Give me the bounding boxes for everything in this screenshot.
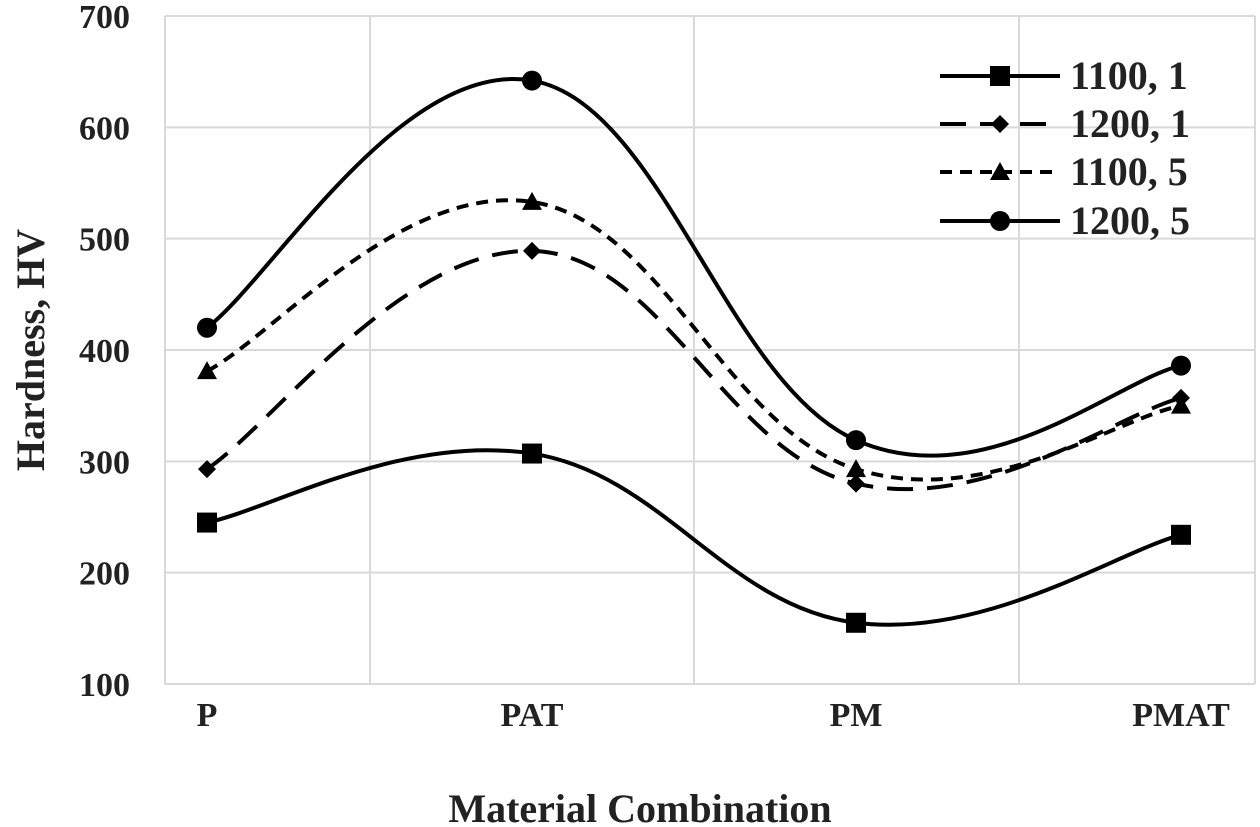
series-4	[197, 70, 1191, 458]
x-tick-label: P	[197, 697, 218, 734]
legend-label: 1100, 5	[1070, 149, 1188, 194]
y-axis-ticks: 100 200 300 400 500 600 700	[79, 0, 130, 704]
legend-item: 1200, 1	[940, 101, 1190, 146]
legend-item: 1100, 1	[940, 53, 1188, 98]
y-tick-label: 200	[79, 556, 130, 593]
grid	[164, 15, 1256, 685]
legend-marker	[990, 162, 1010, 180]
legend-marker	[990, 66, 1010, 86]
x-axis-ticks: P PAT PM PMAT	[197, 697, 1230, 734]
legend-item: 1200, 5	[940, 198, 1190, 243]
data-point	[846, 459, 866, 478]
series-3	[197, 191, 1191, 482]
x-tick-label: PAT	[501, 697, 564, 734]
series-line	[206, 448, 1182, 627]
data-point	[198, 460, 216, 479]
data-point	[1171, 395, 1191, 414]
y-tick-label: 100	[79, 667, 130, 704]
data-point	[846, 430, 866, 451]
x-tick-label: PMAT	[1132, 697, 1230, 734]
y-tick-label: 400	[79, 333, 130, 370]
data-point	[1171, 524, 1191, 545]
x-tick-label: PM	[830, 697, 883, 734]
data-point	[522, 443, 542, 464]
data-point	[197, 512, 217, 533]
data-point	[1171, 355, 1191, 376]
series-1	[197, 443, 1191, 633]
data-point	[522, 191, 542, 210]
data-point	[197, 317, 217, 338]
data-point	[197, 361, 217, 380]
series-line	[205, 76, 1182, 458]
x-axis-title: Material Combination	[448, 786, 831, 827]
series-line	[206, 198, 1182, 482]
legend-item: 1100, 5	[940, 149, 1188, 194]
y-tick-label: 500	[79, 222, 130, 259]
y-tick-label: 300	[79, 444, 130, 481]
series-lines	[197, 70, 1191, 633]
legend-marker	[991, 115, 1009, 133]
legend-label: 1200, 5	[1070, 198, 1190, 243]
data-point	[523, 241, 541, 260]
y-axis-title: Hardness, HV	[8, 229, 53, 471]
legend-label: 1200, 1	[1070, 101, 1190, 146]
y-tick-label: 600	[79, 110, 130, 147]
data-point	[847, 474, 865, 493]
y-tick-label: 700	[79, 0, 130, 36]
legend-label: 1100, 1	[1070, 53, 1188, 98]
data-point	[522, 70, 542, 91]
legend-marker	[990, 211, 1010, 231]
data-point	[846, 612, 866, 633]
